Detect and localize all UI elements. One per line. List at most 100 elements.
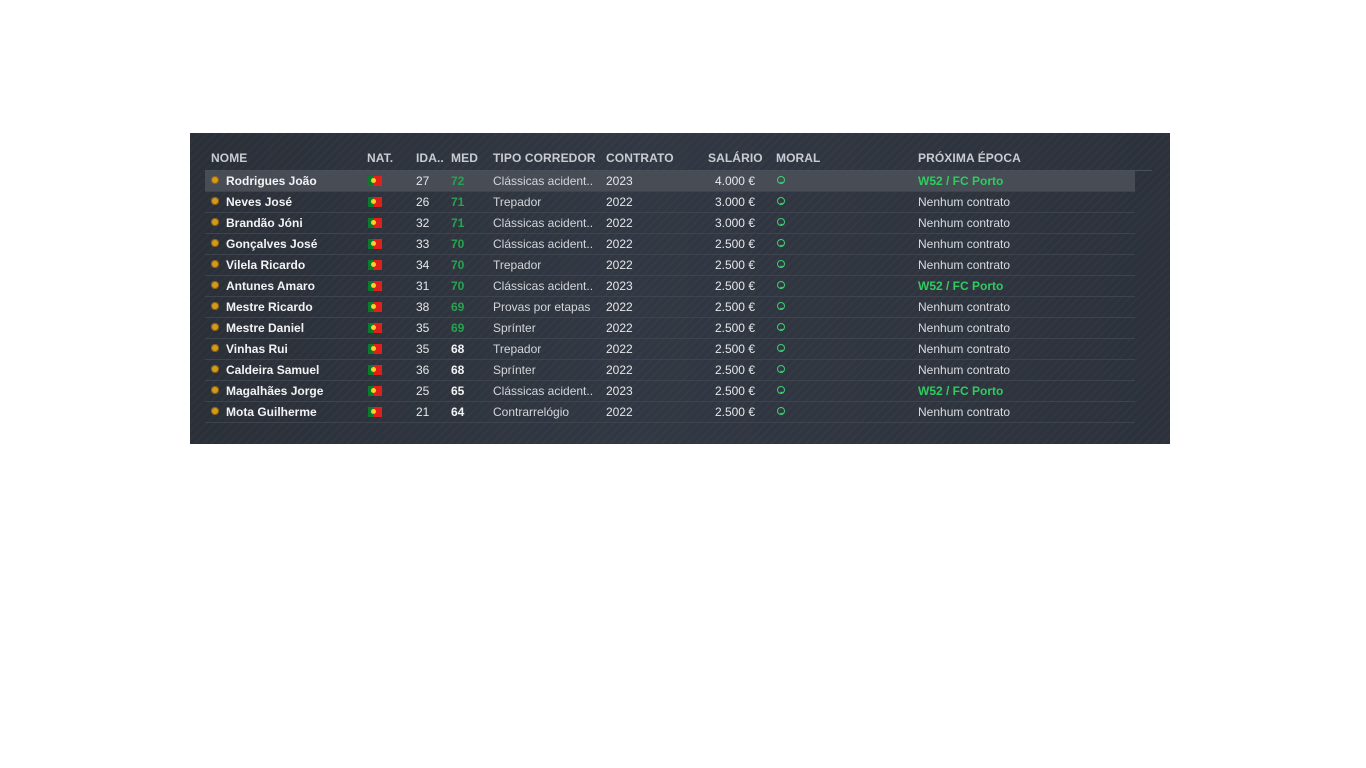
portugal-flag-icon xyxy=(368,197,382,207)
portugal-flag-icon xyxy=(368,239,382,249)
rider-badge-icon xyxy=(211,407,219,415)
rider-next-season: Nenhum contrato xyxy=(918,405,1011,419)
rider-next-season: W52 / FC Porto xyxy=(918,384,1004,398)
table-row[interactable]: Mota Guilherme 21 64 Contrarrelógio 2022 2.50… xyxy=(205,402,1135,423)
table-row[interactable]: Mestre Ricardo 38 69 Provas por etapas 2022 2… xyxy=(205,297,1135,318)
rider-contract: 2022 xyxy=(606,321,633,335)
column-header-age[interactable]: IDA.. xyxy=(416,151,444,165)
rider-contract: 2022 xyxy=(606,216,633,230)
rider-contract: 2022 xyxy=(606,300,633,314)
portugal-flag-icon xyxy=(368,407,382,417)
rider-average: 71 xyxy=(451,195,465,209)
rider-average: 65 xyxy=(451,384,465,398)
rider-age: 35 xyxy=(416,321,430,335)
rider-name[interactable]: Mestre Ricardo xyxy=(226,300,313,314)
column-header-salary[interactable]: SALÁRIO xyxy=(708,151,763,165)
rider-name[interactable]: Gonçalves José xyxy=(226,237,318,251)
rider-name[interactable]: Mestre Daniel xyxy=(226,321,305,335)
rider-name[interactable]: Antunes Amaro xyxy=(226,279,315,293)
column-header-morale[interactable]: MORAL xyxy=(776,151,821,165)
rider-type: Trepador xyxy=(493,342,542,356)
rider-age: 25 xyxy=(416,384,430,398)
rider-name[interactable]: Caldeira Samuel xyxy=(226,363,320,377)
rider-name[interactable]: Brandão Jóni xyxy=(226,216,303,230)
table-row[interactable]: Antunes Amaro 31 70 Clássicas acident.. 2023… xyxy=(205,276,1135,297)
rider-age: 32 xyxy=(416,216,430,230)
rider-next-season: Nenhum contrato xyxy=(918,195,1011,209)
rider-salary: 2.500 € xyxy=(714,342,755,356)
rider-name[interactable]: Vinhas Rui xyxy=(226,342,288,356)
portugal-flag-icon xyxy=(368,365,382,375)
table-row[interactable]: Rodrigues João 27 72 Clássicas acident.. 202… xyxy=(205,171,1135,192)
rider-salary: 2.500 € xyxy=(714,384,755,398)
rider-salary: 2.500 € xyxy=(714,279,755,293)
smiley-icon xyxy=(777,407,785,415)
table-row[interactable]: Vilela Ricardo 34 70 Trepador 2022 2.500 € Nen… xyxy=(205,255,1135,276)
column-header-name[interactable]: NOME xyxy=(211,151,248,165)
rider-type: Trepador xyxy=(493,195,542,209)
column-header-rider-type[interactable]: TIPO CORREDOR xyxy=(493,151,596,165)
table-row[interactable]: Neves José 26 71 Trepador 2022 3.000 € Nenhum … xyxy=(205,192,1135,213)
rider-age: 34 xyxy=(416,258,430,272)
portugal-flag-icon xyxy=(368,386,382,396)
rider-type: Clássicas acident.. xyxy=(493,216,594,230)
smiley-icon xyxy=(777,386,785,394)
rider-contract: 2023 xyxy=(606,384,633,398)
rider-average: 69 xyxy=(451,321,465,335)
portugal-flag-icon xyxy=(368,302,382,312)
rider-type: Trepador xyxy=(493,258,542,272)
rider-age: 35 xyxy=(416,342,430,356)
table-header: NOME NAT. IDA.. MED TIPO CORREDOR CONTRA… xyxy=(205,150,1152,171)
rider-next-season: Nenhum contrato xyxy=(918,363,1011,377)
rider-name[interactable]: Mota Guilherme xyxy=(226,405,317,419)
rider-next-season: Nenhum contrato xyxy=(918,321,1011,335)
rider-salary: 2.500 € xyxy=(714,237,755,251)
rider-next-season: Nenhum contrato xyxy=(918,237,1011,251)
table-row[interactable]: Gonçalves José 33 70 Clássicas acident.. 202… xyxy=(205,234,1135,255)
rider-badge-icon xyxy=(211,176,219,184)
rider-type: Clássicas acident.. xyxy=(493,174,594,188)
rider-contract: 2023 xyxy=(606,279,633,293)
smiley-icon xyxy=(777,197,785,205)
portugal-flag-icon xyxy=(368,344,382,354)
rider-contract: 2023 xyxy=(606,174,633,188)
rider-type: Clássicas acident.. xyxy=(493,384,594,398)
rider-name[interactable]: Rodrigues João xyxy=(226,174,317,188)
column-header-next-season[interactable]: PRÓXIMA ÉPOCA xyxy=(918,151,1021,165)
table-row[interactable]: Vinhas Rui 35 68 Trepador 2022 2.500 € Nenhum … xyxy=(205,339,1135,360)
rider-salary: 3.000 € xyxy=(714,195,755,209)
smiley-icon xyxy=(777,218,785,226)
rider-average: 68 xyxy=(451,363,465,377)
rider-contract: 2022 xyxy=(606,363,633,377)
column-header-average[interactable]: MED xyxy=(451,151,478,165)
column-header-contract[interactable]: CONTRATO xyxy=(606,151,674,165)
column-header-nationality[interactable]: NAT. xyxy=(367,151,394,165)
rider-type: Sprínter xyxy=(493,363,536,377)
smiley-icon xyxy=(777,323,785,331)
table-row[interactable]: Brandão Jóni 32 71 Clássicas acident.. 2022 3… xyxy=(205,213,1135,234)
table-row[interactable]: Mestre Daniel 35 69 Sprínter 2022 2.500 € Nenh… xyxy=(205,318,1135,339)
rider-salary: 3.000 € xyxy=(714,216,755,230)
rider-average: 69 xyxy=(451,300,465,314)
rider-age: 38 xyxy=(416,300,430,314)
table-row[interactable]: Magalhães Jorge 25 65 Clássicas acident.. 20… xyxy=(205,381,1135,402)
rider-contract: 2022 xyxy=(606,342,633,356)
portugal-flag-icon xyxy=(368,176,382,186)
rider-badge-icon xyxy=(211,218,219,226)
rider-badge-icon xyxy=(211,260,219,268)
rider-salary: 2.500 € xyxy=(714,405,755,419)
portugal-flag-icon xyxy=(368,281,382,291)
rider-badge-icon xyxy=(211,365,219,373)
rider-type: Contrarrelógio xyxy=(493,405,570,419)
rider-type: Clássicas acident.. xyxy=(493,279,594,293)
smiley-icon xyxy=(777,239,785,247)
rider-average: 70 xyxy=(451,237,465,251)
rider-badge-icon xyxy=(211,323,219,331)
table-row[interactable]: Caldeira Samuel 36 68 Sprínter 2022 2.500 € Ne… xyxy=(205,360,1135,381)
rider-next-season: W52 / FC Porto xyxy=(918,279,1004,293)
rider-name[interactable]: Magalhães Jorge xyxy=(226,384,324,398)
rider-name[interactable]: Vilela Ricardo xyxy=(226,258,306,272)
portugal-flag-icon xyxy=(368,218,382,228)
squad-table-panel: NOME NAT. IDA.. MED TIPO CORREDOR CONTRA… xyxy=(190,133,1170,444)
rider-name[interactable]: Neves José xyxy=(226,195,293,209)
